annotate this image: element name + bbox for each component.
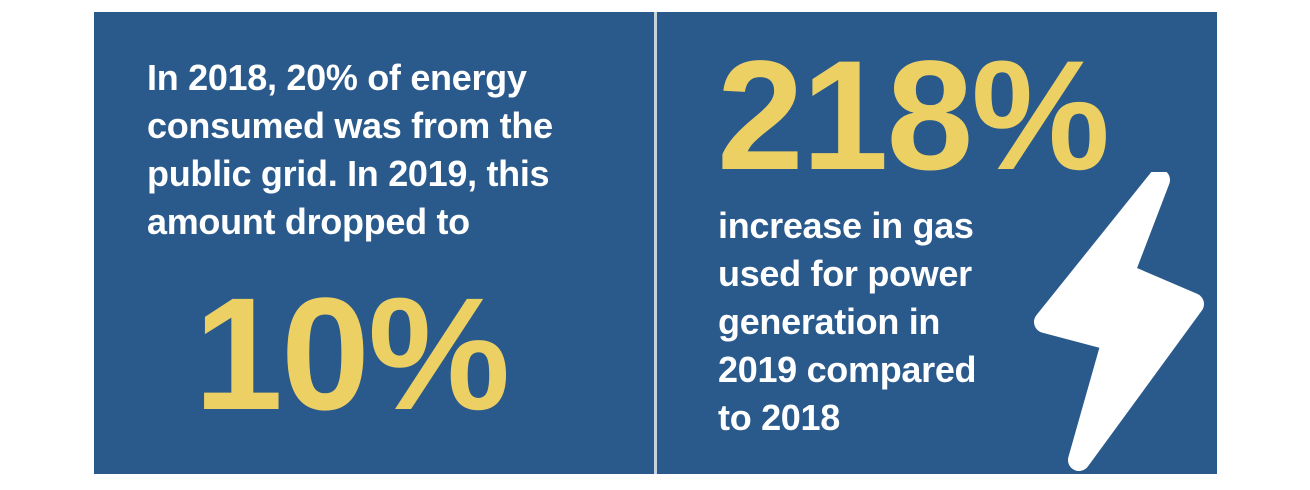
left-description-line: public grid. In 2019, this [147, 153, 550, 194]
left-description: In 2018, 20% of energy consumed was from… [147, 54, 627, 246]
left-description-line: amount dropped to [147, 201, 470, 242]
left-description-line: In 2018, 20% of energy [147, 57, 527, 98]
right-description-line: 2019 compared [718, 349, 977, 390]
right-stat-panel: 218% increase in gas used for power gene… [657, 12, 1217, 474]
left-description-line: consumed was from the [147, 105, 553, 146]
right-description-line: generation in [718, 301, 941, 342]
right-big-stat: 218% [717, 29, 1110, 203]
right-description-line: increase in gas [718, 205, 974, 246]
right-description-line: used for power [718, 253, 972, 294]
left-stat-panel: In 2018, 20% of energy consumed was from… [94, 12, 654, 474]
panel-divider [654, 12, 657, 474]
left-big-stat: 10% [194, 264, 510, 443]
right-description: increase in gas used for power generatio… [718, 202, 977, 442]
right-description-line: to 2018 [718, 397, 840, 438]
lightning-bolt-icon [1034, 172, 1204, 471]
